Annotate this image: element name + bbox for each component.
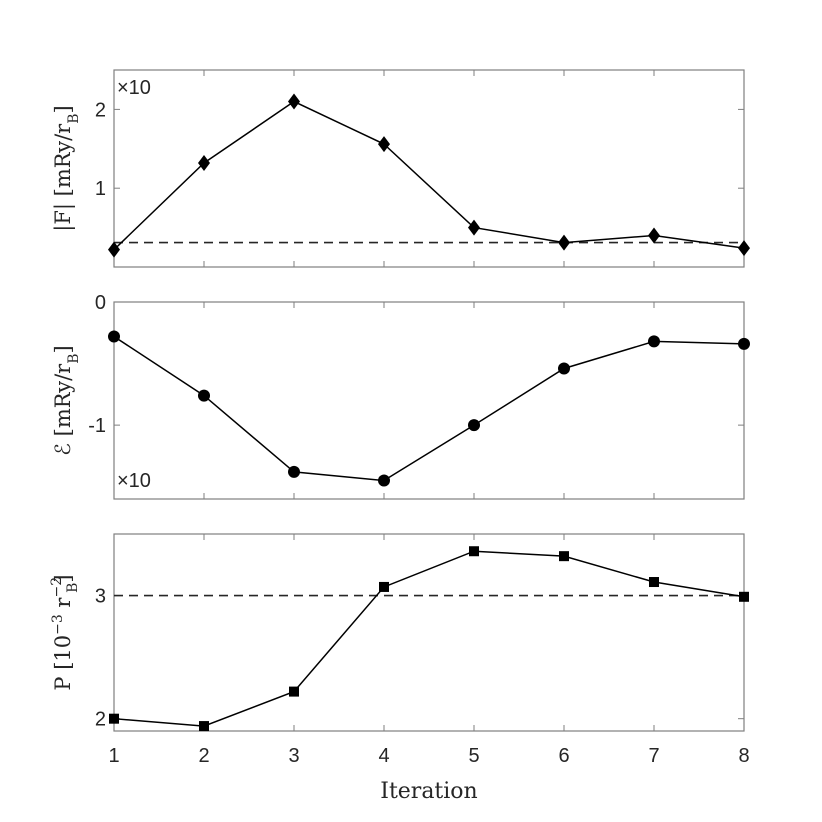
x-tick-label: 7 [648, 745, 659, 767]
square-marker [469, 546, 479, 557]
x-tick-label: 3 [288, 745, 299, 767]
diamond-marker [468, 219, 480, 236]
y-axis-label: ℰ [mRy/rB] [51, 345, 82, 455]
axes-box [113, 301, 745, 500]
diamond-marker [108, 241, 120, 258]
circle-marker [108, 330, 120, 343]
x-tick-label: 6 [558, 745, 569, 767]
x-axis-label: Iteration [380, 779, 477, 804]
square-marker [199, 721, 209, 732]
circle-marker [558, 362, 570, 375]
y-tick-label: 3 [95, 586, 106, 608]
scale-annotation: ×10 [117, 470, 151, 492]
diamond-marker [378, 136, 390, 153]
circle-marker [198, 389, 210, 402]
x-tick-label: 4 [378, 745, 389, 767]
circle-marker [288, 465, 300, 478]
square-marker [379, 581, 389, 592]
diamond-marker [648, 227, 660, 244]
square-marker [109, 713, 119, 724]
square-marker [739, 591, 749, 602]
y-axis-label: |F| [mRy/rB] [51, 105, 82, 231]
square-marker [559, 551, 569, 562]
diamond-marker [198, 154, 210, 171]
circle-marker [738, 337, 750, 350]
circle-marker [468, 419, 480, 432]
diamond-marker [738, 240, 750, 257]
y-tick-label: -1 [88, 415, 106, 437]
data-line [113, 550, 745, 727]
y-tick-label: 2 [95, 709, 106, 731]
data-line [113, 100, 745, 251]
panel-top: 1 2 ×10 |F| [mRy/rB] [51, 69, 750, 268]
diamond-marker [288, 93, 300, 110]
square-marker [289, 686, 299, 697]
square-marker [649, 577, 659, 588]
x-tick-label: 5 [468, 745, 479, 767]
y-tick-label: 2 [95, 99, 106, 121]
panel-middle: -1 0 ×10 ℰ [mRy/rB] [51, 292, 750, 500]
data-line [113, 335, 745, 482]
axes-box [113, 533, 745, 732]
x-tick-labels: 1 2 3 4 5 6 7 8 [108, 745, 749, 767]
x-tick-label: 8 [738, 745, 749, 767]
diamond-marker [558, 234, 570, 251]
circle-marker [378, 474, 390, 487]
scale-annotation: ×10 [117, 77, 151, 99]
circle-marker [648, 335, 660, 348]
y-tick-label: 0 [95, 292, 106, 314]
y-tick-label: 1 [95, 178, 106, 200]
axes-box [113, 69, 745, 268]
panel-bottom: 2 3 P [10−3 r−2B] [49, 533, 749, 732]
x-tick-label: 1 [108, 745, 119, 767]
x-tick-label: 2 [198, 745, 209, 767]
y-axis-label: P [10−3 r−2B] [49, 574, 81, 690]
